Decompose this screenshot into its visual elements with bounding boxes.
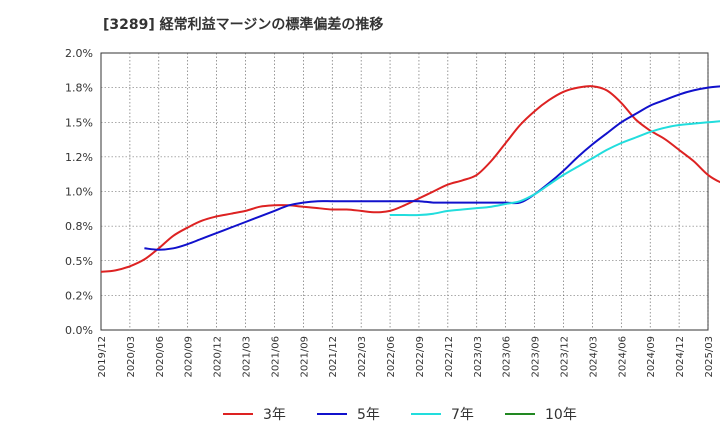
- y-tick-label: 1.0%: [65, 186, 93, 199]
- x-tick-label: 2020/06: [155, 336, 166, 378]
- x-tick-label: 2023/06: [502, 336, 513, 378]
- y-tick-label: 1.8%: [65, 82, 93, 95]
- x-tick-label: 2022/06: [386, 336, 397, 378]
- x-tick-label: 2021/09: [299, 336, 310, 378]
- x-tick-label: 2023/09: [531, 336, 542, 378]
- x-tick-label: 2024/09: [646, 336, 657, 378]
- x-tick-label: 2021/03: [242, 336, 253, 378]
- grid: [101, 53, 709, 330]
- x-tick-label: 2020/09: [184, 336, 195, 378]
- legend-label: 3年: [263, 407, 286, 423]
- series-lines: [100, 85, 720, 273]
- y-axis-ticks: 0.0% 0.2% 0.5% 0.8% 1.0% 1.2% 1.5% 1.8% 2.0%: [65, 47, 93, 337]
- chart-title: [3289] 経常利益マージンの標準偏差の推移: [103, 17, 384, 33]
- series-line-7年: [390, 120, 720, 217]
- x-tick-label: 2023/03: [473, 336, 484, 378]
- legend-label: 10年: [545, 407, 577, 423]
- legend-label: 7年: [451, 407, 474, 423]
- series-line-5年: [144, 85, 720, 251]
- y-tick-label: 2.0%: [65, 47, 93, 60]
- y-tick-label: 0.5%: [65, 255, 93, 268]
- y-tick-label: 1.2%: [65, 151, 93, 164]
- x-tick-label: 2024/12: [675, 336, 686, 378]
- legend-label: 5年: [357, 407, 380, 423]
- x-tick-label: 2023/12: [559, 336, 570, 378]
- y-tick-label: 0.0%: [65, 324, 93, 337]
- x-tick-label: 2021/12: [328, 336, 339, 378]
- x-tick-label: 2021/06: [270, 336, 281, 378]
- y-tick-label: 0.2%: [65, 289, 93, 302]
- x-tick-label: 2020/03: [126, 336, 137, 378]
- x-tick-label: 2019/12: [97, 336, 108, 378]
- x-tick-label: 2022/09: [415, 336, 426, 378]
- x-tick-label: 2022/12: [444, 336, 455, 378]
- x-tick-label: 2024/03: [588, 336, 599, 378]
- x-tick-label: 2020/12: [213, 336, 224, 378]
- x-axis-ticks: 2019/12 2020/03 2020/06 2020/09 2020/12 2021/…: [97, 336, 715, 378]
- y-tick-label: 1.5%: [65, 116, 93, 129]
- legend: 3年 5年 7年 10年: [223, 407, 577, 423]
- y-tick-label: 0.8%: [65, 220, 93, 233]
- series-line-3年: [100, 85, 720, 273]
- x-tick-label: 2024/06: [617, 336, 628, 378]
- x-tick-label: 2022/03: [357, 336, 368, 378]
- x-tick-label: 2025/03: [704, 336, 715, 378]
